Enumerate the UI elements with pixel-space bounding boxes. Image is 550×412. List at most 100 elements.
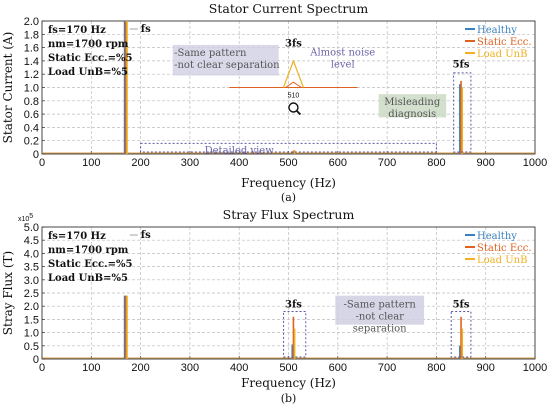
legend-label: Static Ecc. (477, 37, 532, 48)
fs-label: fs (141, 24, 151, 35)
series-static-ecc- (125, 21, 462, 154)
y-axis-label: Stator Current (A) (1, 32, 15, 144)
y-exponent: x105 (18, 213, 33, 223)
x-tick-label: 100 (82, 157, 100, 169)
magnifier-icon (288, 102, 302, 116)
y-tick-label: 0 (33, 354, 39, 366)
x-tick-label: 500 (279, 362, 297, 374)
x-axis-label: Frequency (Hz) (241, 376, 336, 390)
chart-stray-flux: Stray Flux Spectrum 0 100 200 300 400 500 600 70… (1, 207, 547, 405)
y-tick-label: 0 (33, 149, 39, 161)
x-tick-label: 1000 (523, 362, 547, 374)
y-tick-label: 1.4 (24, 56, 39, 68)
series-static-ecc- (125, 295, 462, 359)
noise-label: Almost noise (309, 48, 375, 59)
y-tick-label: 1.5 (24, 314, 39, 326)
x-tick-label: 700 (378, 157, 396, 169)
series-load-unb (126, 21, 464, 154)
x-tick-label: 0 (39, 157, 45, 169)
same-pattern-text: -Same pattern (344, 300, 417, 311)
series-load-unb (126, 295, 464, 359)
y-tick-label: 3.5 (24, 262, 39, 274)
y-tick-label: 3.0 (24, 275, 39, 287)
chart-title: Stray Flux Spectrum (223, 207, 355, 222)
magnifier-lens (288, 102, 299, 113)
y-tick-label: 1.0 (24, 83, 39, 95)
parameter-text: nm=1700 rpm (48, 245, 129, 256)
harmonic-3fs-box (283, 310, 307, 358)
misleading-text: Misleading (384, 97, 441, 108)
harmonic-5fs-box (450, 310, 472, 358)
harmonic-3fs-label: 3fs (285, 38, 302, 49)
parameter-text: Load UnB=%5 (48, 67, 128, 78)
legend-label: Load UnB (477, 49, 527, 60)
parameter-text: fs=170 Hz (48, 231, 106, 242)
y-tick-label: 2.0 (24, 301, 39, 313)
same-pattern-text: -Same pattern (174, 48, 247, 59)
y-tick-label: 0.2 (24, 136, 39, 148)
y-tick-label: 1.8 (24, 29, 39, 41)
inset-peak-static (285, 81, 302, 88)
harmonic-5fs-box (453, 72, 472, 153)
same-pattern-text: separation (353, 324, 407, 335)
parameter-text: Static Ecc.=%5 (48, 259, 132, 270)
detailed-view-box (140, 142, 437, 153)
y-tick-label: 2.0 (24, 16, 39, 28)
y-tick-label: 0.4 (24, 122, 39, 134)
x-tick-label: 700 (378, 362, 396, 374)
magnifier-handle (295, 109, 302, 116)
same-pattern-text: -not clear separation (174, 60, 280, 71)
x-tick-label: 500 (279, 157, 297, 169)
y-tick-label: 0.5 (24, 341, 39, 353)
same-pattern-box (172, 44, 279, 76)
harmonic-5fs-label: 5fs (453, 300, 470, 311)
fs-label: fs (141, 230, 151, 241)
x-tick-label: 800 (427, 157, 445, 169)
x-tick-label: 900 (477, 362, 495, 374)
x-tick-label: 900 (477, 157, 495, 169)
x-tick-label: 100 (82, 362, 100, 374)
y-tick-label: 1.0 (24, 328, 39, 340)
same-pattern-text: -not clear (355, 312, 404, 323)
x-tick-label: 300 (181, 157, 199, 169)
parameter-text: Static Ecc.=%5 (48, 53, 132, 64)
inset-tick-510: 510 (288, 93, 300, 100)
misleading-text: diagnosis (388, 109, 436, 120)
parameter-text: Load UnB=%5 (48, 273, 128, 284)
axes-frame (41, 226, 536, 360)
y-exponent-base: x10 (18, 216, 29, 223)
x-tick-label: 200 (131, 362, 149, 374)
x-axis-label: Frequency (Hz) (241, 176, 336, 190)
legend-label: Static Ecc. (477, 243, 532, 254)
y-tick-label: 2.5 (24, 288, 39, 300)
x-tick-label: 400 (230, 362, 248, 374)
x-tick-label: 200 (131, 157, 149, 169)
inset-peak-load (282, 59, 304, 88)
y-tick-label: 1.2 (24, 69, 39, 81)
x-tick-label: 600 (329, 157, 347, 169)
subfigure-caption: (b) (281, 392, 297, 405)
harmonic-5fs-label: 5fs (453, 60, 470, 71)
y-exponent-power: 5 (29, 213, 33, 220)
y-tick-label: 1.6 (24, 43, 39, 55)
legend-label: Healthy (477, 25, 517, 36)
chart-title: Stator Current Spectrum (209, 1, 369, 16)
y-tick-label: 0.8 (24, 96, 39, 108)
chart-stator-current: Stator Current Spectrum 0 100 200 300 400 500 6… (1, 1, 547, 204)
y-axis-label: Stray Flux (T) (1, 251, 15, 335)
legend-label: Load UnB (477, 255, 527, 266)
subfigure-caption: (a) (281, 191, 296, 204)
detailed-view-label: Detailed view (205, 145, 275, 156)
noise-label: level (331, 60, 355, 71)
x-tick-label: 1000 (523, 157, 547, 169)
x-tick-label: 800 (427, 362, 445, 374)
x-tick-label: 300 (181, 362, 199, 374)
same-pattern-box (335, 295, 425, 325)
y-tick-label: 5.0 (24, 222, 39, 234)
misleading-box (378, 94, 447, 118)
y-tick-label: 4.5 (24, 235, 39, 247)
x-tick-label: 600 (329, 362, 347, 374)
harmonic-3fs-label: 3fs (285, 300, 302, 311)
parameter-text: nm=1700 rpm (48, 39, 129, 50)
